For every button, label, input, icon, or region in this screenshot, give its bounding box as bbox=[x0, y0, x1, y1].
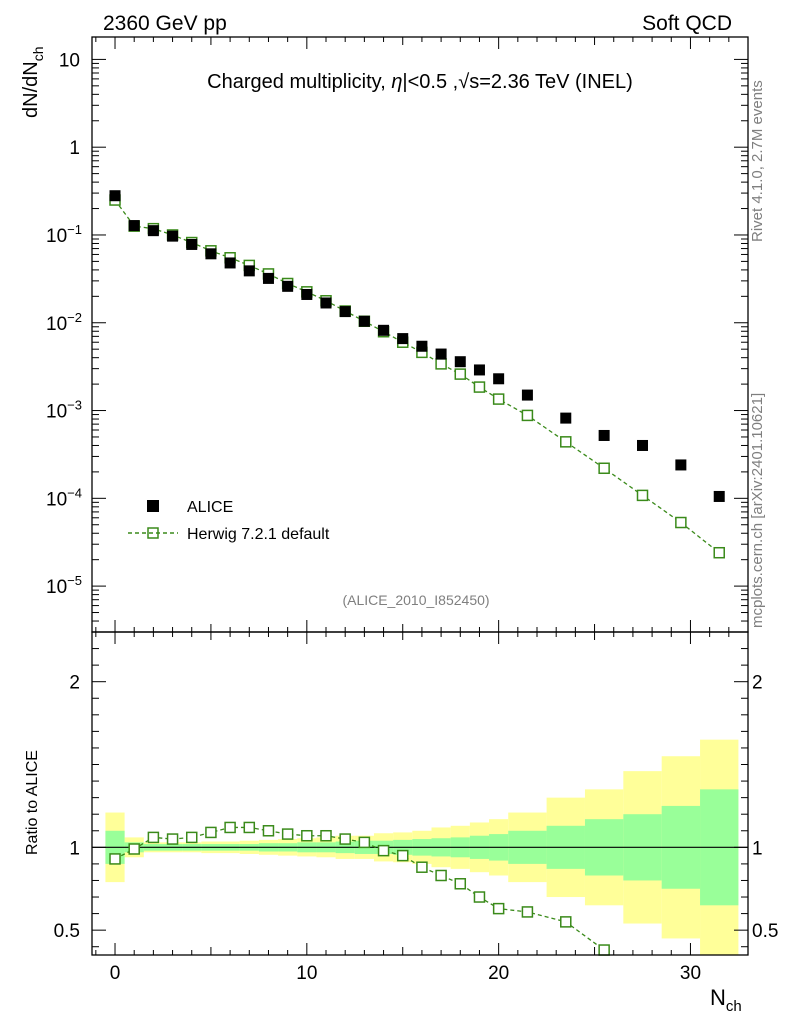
x-axis-label: Nch bbox=[710, 985, 742, 1015]
x-tick-label: 20 bbox=[488, 963, 509, 984]
ratio-mc-point bbox=[109, 853, 121, 865]
data-point bbox=[397, 333, 409, 345]
data-point bbox=[560, 412, 572, 424]
ratio-y-tick-label: 1 bbox=[69, 838, 80, 859]
data-point bbox=[416, 340, 428, 352]
ratio-mc-point bbox=[205, 826, 217, 839]
ratio-mc-point bbox=[185, 831, 198, 844]
x-tick-label: 30 bbox=[680, 963, 701, 984]
analysis-tag: (ALICE_2010_I852450) bbox=[342, 592, 489, 608]
header-left: 2360 GeV pp bbox=[103, 12, 227, 35]
ratio-mc-point bbox=[166, 833, 179, 845]
data-point bbox=[675, 459, 687, 471]
y-tick-label: 10−4 bbox=[46, 485, 82, 510]
main-ylabel: dN/dNch bbox=[20, 47, 46, 119]
mc-point bbox=[492, 393, 505, 405]
data-point bbox=[128, 220, 140, 232]
y-tick-label: 1 bbox=[69, 138, 80, 159]
ratio-mc-point bbox=[243, 821, 256, 834]
ratio-mc-point bbox=[281, 828, 294, 840]
ratio-mc-point bbox=[128, 843, 140, 855]
y-tick-label: 10−5 bbox=[46, 573, 82, 598]
ratio-mc-point bbox=[262, 825, 275, 837]
mc-point bbox=[521, 409, 534, 422]
rivet-version-text: Rivet 4.1.0, 2.7M events bbox=[749, 80, 766, 242]
ratio-mc-point bbox=[521, 906, 534, 918]
legend-data-marker bbox=[147, 500, 159, 512]
data-point bbox=[521, 389, 533, 401]
ratio-mc-point bbox=[435, 869, 447, 882]
ratio-mc-point bbox=[598, 944, 610, 956]
data-point bbox=[301, 288, 313, 300]
data-point bbox=[435, 348, 447, 360]
main-title: Charged multiplicity, η|<0.5 ,√s=2.36 Te… bbox=[207, 71, 633, 93]
y-tick-label: 10 bbox=[59, 50, 80, 71]
data-point bbox=[473, 364, 485, 376]
ratio-frame bbox=[91, 631, 749, 956]
ratio-mc-point bbox=[454, 878, 467, 890]
data-point bbox=[167, 230, 179, 242]
ratio-mc-point bbox=[560, 916, 572, 928]
legend-mc-marker bbox=[147, 527, 159, 539]
ratio-y-tick-label: 0.5 bbox=[54, 921, 80, 942]
ratio-mc-point bbox=[147, 831, 160, 844]
ratio-mc-point bbox=[492, 902, 505, 915]
data-point bbox=[637, 439, 649, 451]
y-tick-label: 10−2 bbox=[46, 310, 82, 335]
data-point bbox=[358, 315, 370, 327]
ratio-mc-point bbox=[301, 829, 313, 842]
mc-point bbox=[636, 489, 649, 502]
ratio-mc-point bbox=[224, 821, 236, 834]
mc-point bbox=[435, 358, 447, 370]
legend-mc-label: Herwig 7.2.1 default bbox=[187, 526, 330, 543]
mc-point bbox=[454, 368, 467, 380]
data-point bbox=[224, 257, 236, 269]
data-point bbox=[109, 190, 121, 202]
data-point bbox=[147, 225, 159, 237]
mc-point bbox=[675, 516, 687, 529]
y-tick-label: 10−3 bbox=[46, 398, 82, 423]
x-tick-label: 10 bbox=[296, 963, 317, 984]
data-point bbox=[378, 324, 390, 336]
ratio-mc-point bbox=[416, 861, 428, 873]
ratio-plot: 0 10 20 30 0.5 0.5 1 1 2 2 bbox=[54, 631, 778, 984]
header-right: Soft QCD bbox=[642, 12, 732, 35]
ratio-mc-point bbox=[320, 829, 332, 842]
mc-point bbox=[598, 462, 610, 475]
ratio-mc-point bbox=[396, 849, 409, 862]
data-point bbox=[339, 306, 351, 318]
data-point bbox=[454, 356, 466, 368]
x-tick-label: 0 bbox=[110, 963, 121, 984]
ratio-mc-point bbox=[358, 836, 371, 849]
data-point bbox=[205, 248, 217, 260]
data-point bbox=[713, 490, 725, 502]
mc-point bbox=[473, 381, 486, 393]
ratio-y-tick-label-right: 2 bbox=[752, 673, 763, 694]
ratio-y-tick-label-right: 1 bbox=[752, 838, 763, 859]
data-point bbox=[186, 238, 198, 250]
ratio-mc-point bbox=[377, 844, 390, 857]
mc-point bbox=[560, 436, 572, 448]
data-point bbox=[493, 373, 505, 385]
main-plot: 10 1 10−1 10−2 10−3 10−4 10−5 bbox=[46, 36, 749, 955]
data-point bbox=[320, 297, 332, 309]
ratio-y-tick-label-right: 0.5 bbox=[752, 921, 778, 942]
ratio-y-tick-label: 2 bbox=[69, 673, 80, 694]
y-tick-label: 10−1 bbox=[46, 222, 82, 247]
ratio-mc-point bbox=[339, 833, 351, 845]
data-point bbox=[598, 429, 610, 441]
data-point bbox=[243, 265, 255, 277]
data-point bbox=[262, 272, 274, 284]
ratio-ylabel: Ratio to ALICE bbox=[24, 750, 41, 855]
mcplots-text: mcplots.cern.ch [arXiv:2401.10621] bbox=[749, 393, 766, 628]
data-point bbox=[282, 280, 294, 292]
mc-point bbox=[713, 546, 725, 559]
ratio-mc-point bbox=[473, 891, 486, 903]
legend-data-label: ALICE bbox=[187, 499, 233, 516]
